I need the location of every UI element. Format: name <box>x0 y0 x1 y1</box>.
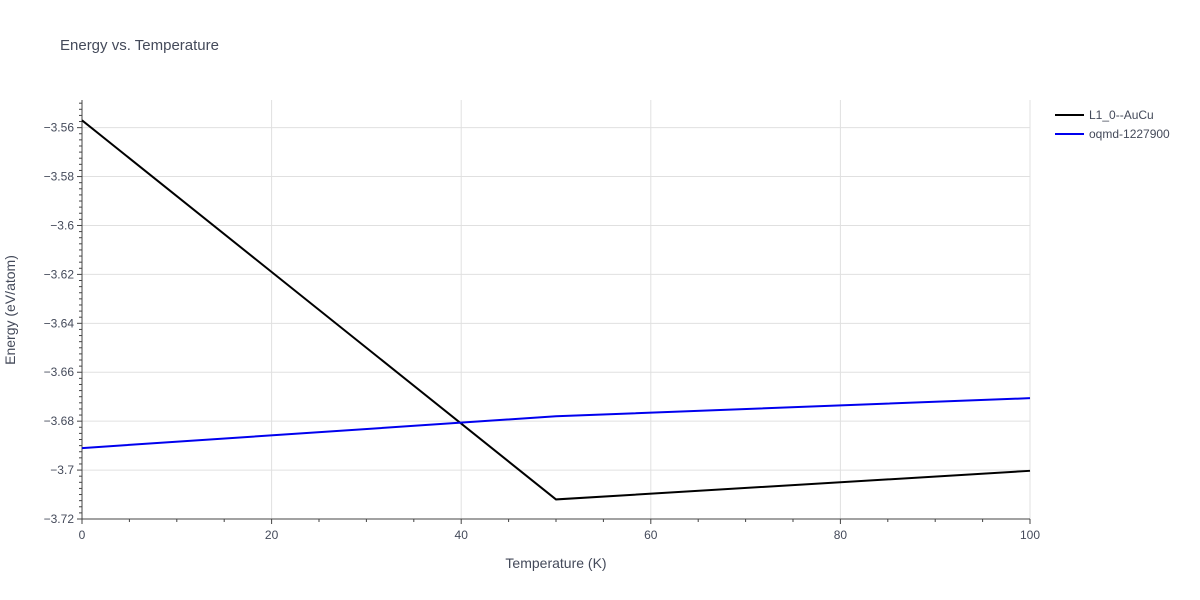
legend-label: oqmd-1227900 <box>1089 127 1170 141</box>
series-line-1[interactable] <box>81 119 1031 501</box>
x-axis-title: Temperature (K) <box>505 555 606 571</box>
x-tick-label: 60 <box>644 528 658 542</box>
x-tick-label: 80 <box>834 528 848 542</box>
x-tick-label: 0 <box>79 528 86 542</box>
x-tick-label: 40 <box>455 528 469 542</box>
y-tick-label: −3.56 <box>44 121 75 135</box>
y-tick-label: −3.66 <box>44 365 75 379</box>
y-tick-label: −3.62 <box>44 267 75 281</box>
y-tick-label: −3.58 <box>44 170 75 184</box>
legend-item-1[interactable]: L1_0--AuCu <box>1055 108 1154 122</box>
chart-title: Energy vs. Temperature <box>60 37 219 54</box>
y-axis-title: Energy (eV/atom) <box>2 255 18 365</box>
y-tick-label: −3.64 <box>44 316 75 330</box>
y-tick-label: −3.68 <box>44 414 75 428</box>
axes-layer: 0 20 40 60 80 100 −3.72 −3.7 −3.68 −3.66 −3.64 −3.6… <box>44 100 1040 542</box>
x-tick-label: 20 <box>265 528 279 542</box>
y-tick-label: −3.7 <box>50 463 74 477</box>
y-tick-label: −3.72 <box>44 512 75 526</box>
legend-item-2[interactable]: oqmd-1227900 <box>1055 127 1170 141</box>
x-tick-label: 100 <box>1020 528 1040 542</box>
legend-label: L1_0--AuCu <box>1089 108 1154 122</box>
series-line-2[interactable] <box>81 397 1031 450</box>
grid-layer <box>82 100 1031 519</box>
series-layer <box>81 119 1031 501</box>
y-tick-label: −3.6 <box>50 218 74 232</box>
legend[interactable]: L1_0--AuCu oqmd-1227900 <box>1055 108 1170 141</box>
